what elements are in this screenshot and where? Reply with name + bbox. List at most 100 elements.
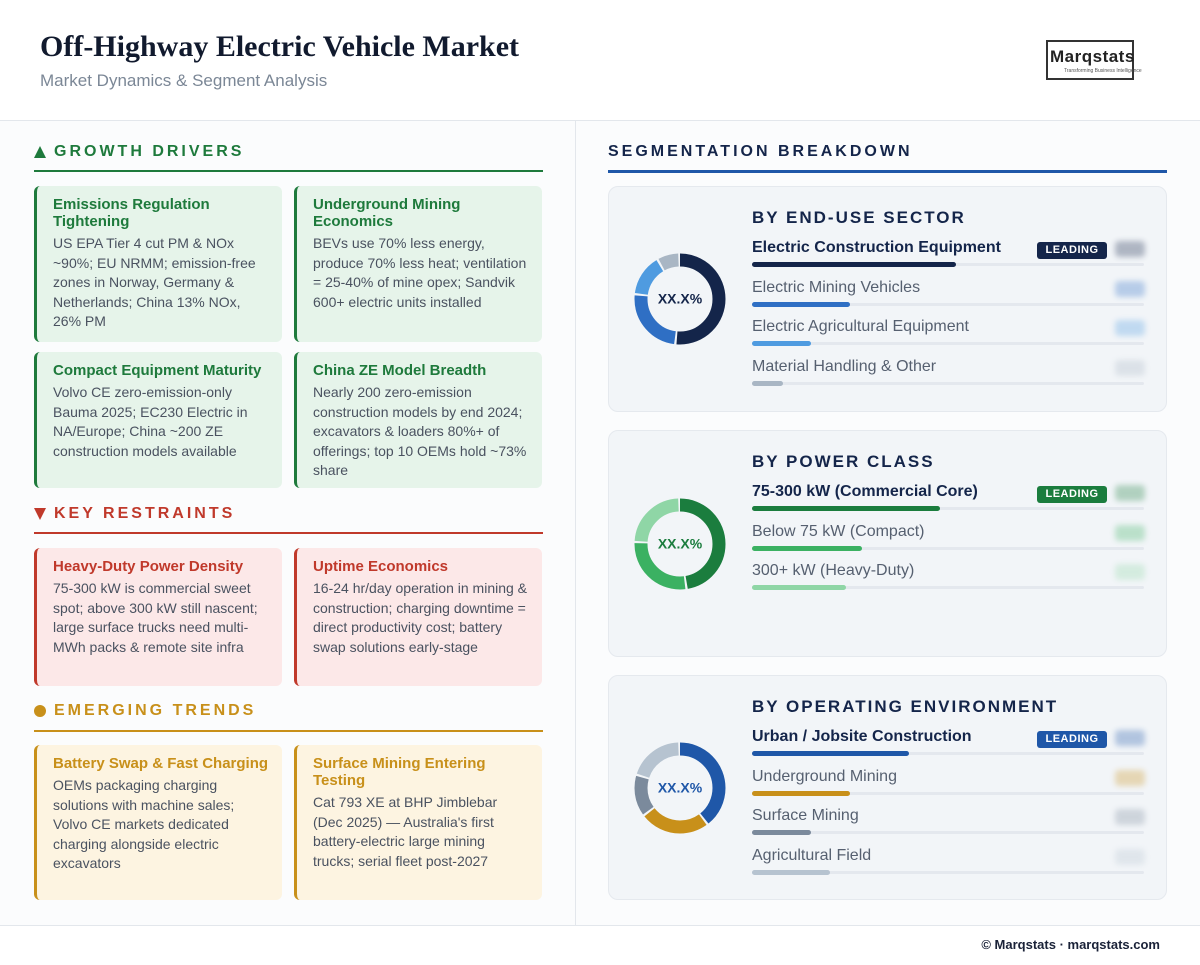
card-title: Uptime Economics <box>313 558 449 575</box>
bar <box>752 506 941 511</box>
panel-title: BY END-USE SECTOR <box>752 208 966 227</box>
seg-rule <box>608 170 1167 173</box>
item-name: Underground Mining <box>752 767 897 785</box>
card-text: BEVs use 70% less energy, produce 70% le… <box>313 235 527 310</box>
card: Uptime Economics 16-24 hr/day operation i… <box>294 548 542 686</box>
logo-name: Marqstats <box>1050 47 1135 66</box>
item-name: Below 75 kW (Compact) <box>752 522 925 540</box>
donut-segment <box>634 498 726 589</box>
card: Surface Mining Entering Testing Cat 793 X… <box>294 745 542 900</box>
bar <box>752 585 847 590</box>
panel <box>608 186 1167 412</box>
item-name: Electric Agricultural Equipment <box>752 318 969 335</box>
card: China ZE Model Breadth Nearly 200 zero-em… <box>294 352 542 488</box>
bar <box>752 341 811 346</box>
card-text: Volvo CE zero-emission-only Bauma 2025; … <box>53 384 248 459</box>
bar <box>752 751 909 756</box>
card-text: US EPA Tier 4 cut PM & NOx ~90%; EU NRMM… <box>53 235 256 329</box>
bar-track <box>752 342 1144 345</box>
bar-track <box>752 870 1144 874</box>
badge: LEADING <box>1037 486 1107 503</box>
triangle-up <box>34 146 46 158</box>
card-title: Underground Mining Economics <box>313 196 461 230</box>
header <box>0 0 1200 121</box>
item-name: Surface Mining <box>752 807 859 824</box>
value-blur <box>1115 280 1145 297</box>
value-blur <box>1115 809 1145 825</box>
donut-segment <box>634 742 726 833</box>
card-title: Battery Swap & Fast Charging <box>53 755 269 772</box>
value-blur <box>1115 320 1145 336</box>
donut-center: XX.X% <box>658 291 703 307</box>
bar <box>752 545 862 551</box>
card-title: China ZE Model Breadth <box>313 362 487 379</box>
bar-track <box>752 586 1144 589</box>
card: Heavy-Duty Power Density 75-300 kW is com… <box>34 548 282 686</box>
bar <box>752 790 850 796</box>
panel <box>608 675 1167 900</box>
footer: © Marqstats · marqstats.com <box>981 937 1160 952</box>
item-name: Material Handling & Other <box>752 357 937 375</box>
item-name: Agricultural Field <box>752 846 872 864</box>
donut-segment <box>634 498 726 589</box>
donut-segment <box>634 253 726 345</box>
bar-track <box>752 507 1144 510</box>
card: Emissions Regulation Tightening US EPA Ti… <box>34 186 282 342</box>
section-title: KEY RESTRAINTS <box>54 505 236 522</box>
title: Off-Highway Electric Vehicle Market <box>40 30 520 63</box>
value-blur <box>1115 848 1145 865</box>
logo-tagline: Transforming Business Intelligence <box>1064 68 1142 74</box>
bar-track <box>752 381 1144 385</box>
logo <box>1046 40 1134 80</box>
item-name: Electric Mining Vehicles <box>752 278 921 296</box>
bar <box>752 869 831 875</box>
section-icon <box>34 146 46 158</box>
item-name: 300+ kW (Heavy-Duty) <box>752 562 915 579</box>
item-name: 75-300 kW (Commercial Core) <box>752 483 978 500</box>
subtitle: Market Dynamics & Segment Analysis <box>40 71 328 90</box>
section-title: EMERGING TRENDS <box>54 702 257 719</box>
section-icon <box>34 705 46 717</box>
panel-title: BY POWER CLASS <box>752 452 935 471</box>
card-title: Heavy-Duty Power Density <box>53 558 244 575</box>
badge: LEADING <box>1037 731 1107 748</box>
donut: XX.X% <box>634 498 726 589</box>
value-blur <box>1115 241 1145 257</box>
value-blur <box>1115 769 1145 786</box>
badge: LEADING <box>1037 242 1107 259</box>
section-rule <box>34 532 543 534</box>
card-title: Emissions Regulation Tightening <box>53 196 210 230</box>
donut: XX.X% <box>634 253 726 345</box>
panel-title: BY OPERATING ENVIRONMENT <box>752 697 1059 716</box>
bar <box>752 262 956 267</box>
card-text: 75-300 kW is commercial sweet spot; abov… <box>53 580 258 655</box>
card-text: 16-24 hr/day operation in mining & const… <box>313 580 528 655</box>
section-icon <box>34 508 46 520</box>
triangle-down <box>34 508 46 520</box>
donut-segment <box>634 742 726 833</box>
donut-segment <box>634 253 726 345</box>
card-title: Compact Equipment Maturity <box>53 362 262 379</box>
value-blur <box>1115 485 1145 501</box>
bar-track <box>752 791 1144 795</box>
card: Compact Equipment Maturity Volvo CE zero-… <box>34 352 282 488</box>
bar <box>752 830 811 835</box>
card: Battery Swap & Fast Charging OEMs packagi… <box>34 745 282 900</box>
bar <box>752 380 784 386</box>
bar-track <box>752 302 1144 306</box>
panel <box>608 430 1167 657</box>
divider <box>575 121 576 925</box>
card-text: Nearly 200 zero-emission construction mo… <box>313 384 527 478</box>
bar-track <box>752 831 1144 834</box>
section-title: GROWTH DRIVERS <box>54 143 245 160</box>
item-name: Urban / Jobsite Construction <box>752 728 972 745</box>
card: Underground Mining Economics BEVs use 70%… <box>294 186 542 342</box>
bar <box>752 301 850 307</box>
card-text: Cat 793 XE at BHP Jimblebar (Dec 2025) —… <box>313 794 498 869</box>
section-rule <box>34 730 543 732</box>
donut-center: XX.X% <box>658 535 703 551</box>
value-blur <box>1115 524 1145 541</box>
value-blur <box>1115 359 1145 376</box>
dot <box>34 705 46 717</box>
bar-track <box>752 752 1144 755</box>
